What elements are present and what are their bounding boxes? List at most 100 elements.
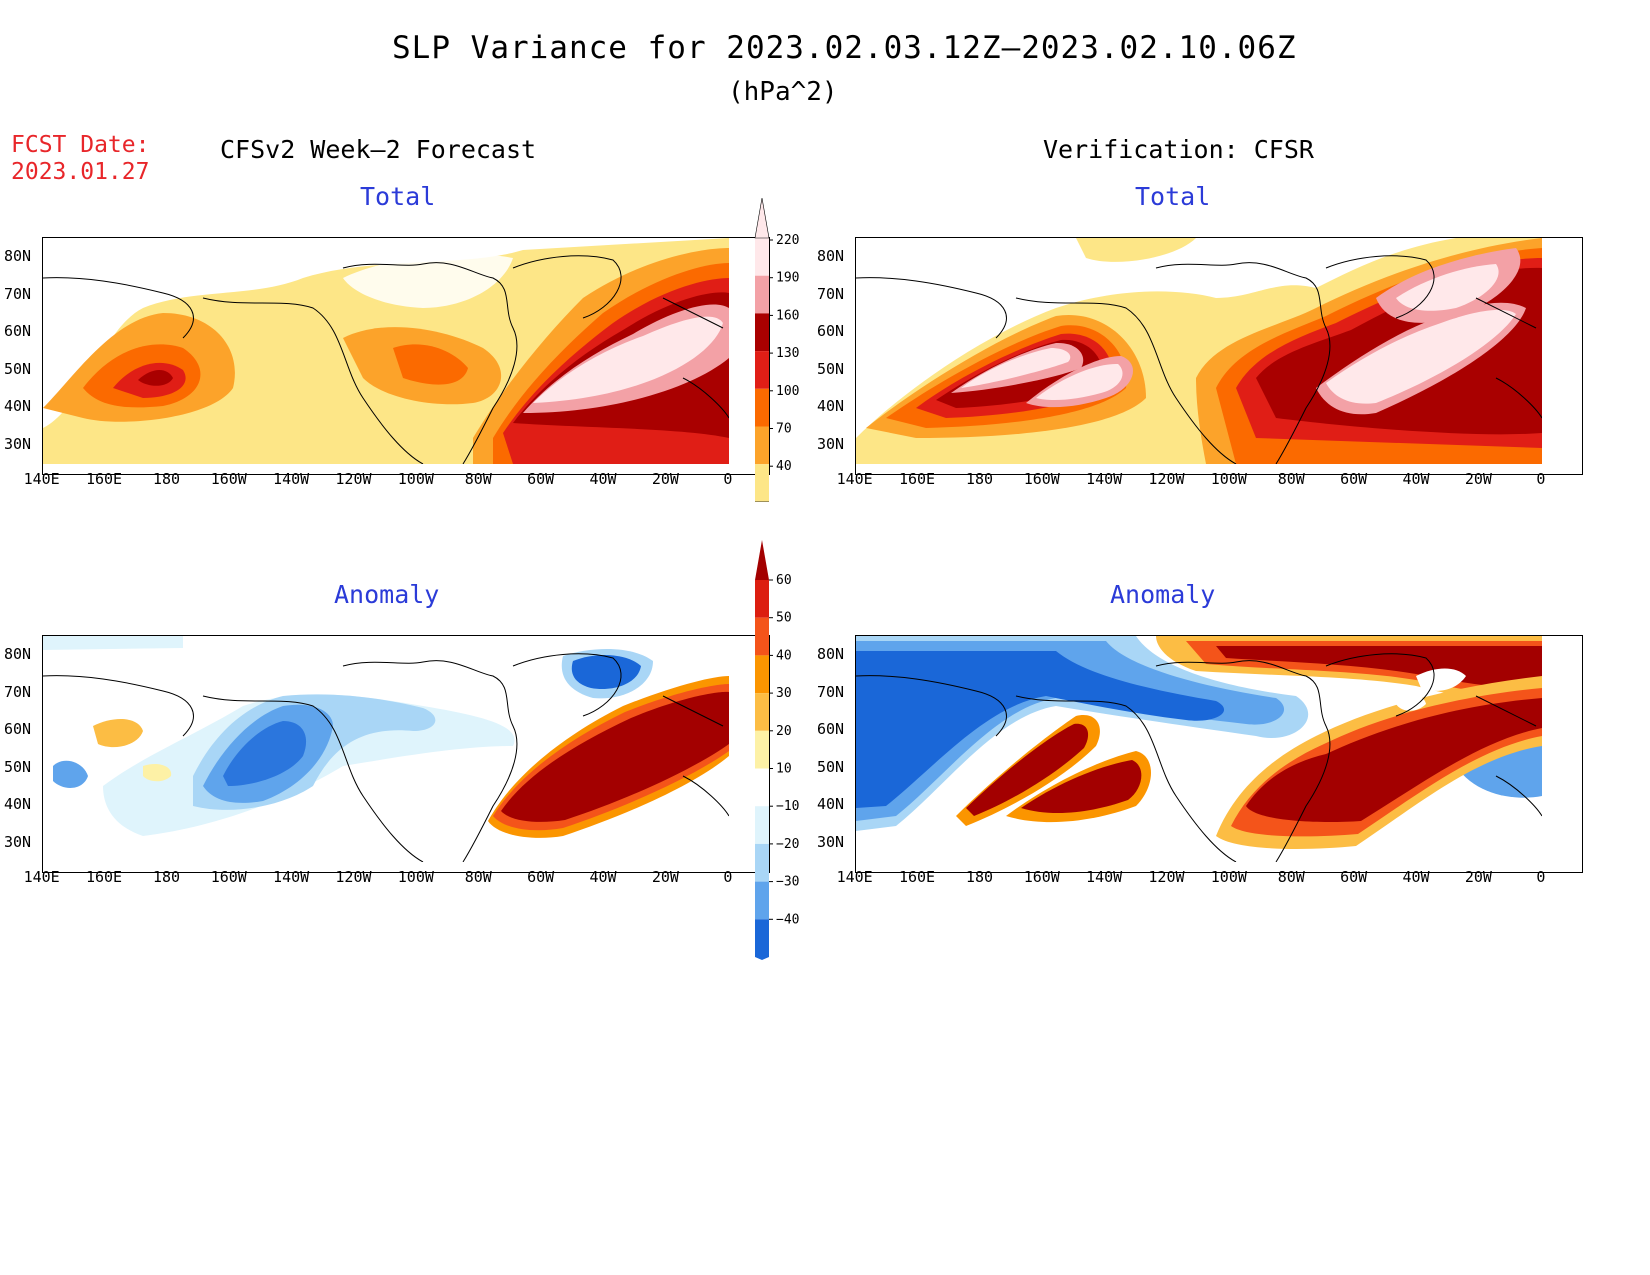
total-colorbar-band (755, 426, 769, 465)
forecast-anomaly-lon-label: 100W (397, 868, 434, 886)
anomaly-colorbar-label: −10 (776, 799, 799, 814)
verification-anomaly-lon-label: 40W (1402, 868, 1430, 886)
total-colorbar-label: 160 (776, 308, 799, 323)
forecast-total-map (42, 237, 770, 475)
total-colorbar-band (755, 351, 769, 389)
verification-anomaly-lat-label: 50N (817, 757, 845, 776)
verification-anomaly-lat-label: 70N (817, 682, 845, 701)
total-colorbar-label: 190 (776, 271, 799, 286)
forecast-total-lon-label: 80W (464, 470, 492, 488)
forecast-anomaly-lon-label: 180 (152, 868, 181, 886)
forecast-anomaly-lon-label: 0 (723, 868, 733, 886)
forecast-anomaly-lat-label: 80N (4, 645, 32, 663)
verification-total-lat-label: 70N (817, 284, 845, 303)
verification-total-lon-label: 120W (1148, 470, 1185, 488)
total-colorbar-band (755, 388, 769, 427)
anomaly-colorbar-band (755, 806, 769, 844)
verification-anomaly-map (855, 635, 1583, 873)
verification-anomaly-lon-label: 80W (1277, 868, 1305, 886)
total-colorbar-label: 70 (776, 422, 792, 437)
anomaly-colorbar-top-tip (755, 540, 769, 580)
forecast-total-lat-label: 40N (4, 397, 32, 415)
total-colorbar-label: 100 (776, 384, 799, 399)
forecast-anomaly-lon-label: 60W (527, 868, 555, 886)
forecast-anomaly-title: Anomaly (334, 580, 440, 609)
anomaly-colorbar-band (755, 881, 769, 920)
anomaly-colorbar-label: 60 (776, 573, 792, 588)
forecast-total-lat-label: 80N (4, 247, 32, 265)
anomaly-colorbar-band (755, 580, 769, 618)
forecast-anomaly-lat-label: 70N (4, 682, 32, 701)
total-colorbar-band (755, 464, 769, 502)
anomaly-colorbar-label: 10 (776, 762, 792, 777)
fcst-date-value: 2023.01.27 (11, 159, 150, 185)
total-colorbar-label: 130 (776, 346, 799, 361)
forecast-anomaly-lon-label: 160E (85, 868, 123, 886)
verification-anomaly-lon-label: 20W (1464, 868, 1492, 886)
verification-anomaly-title: Anomaly (1110, 580, 1216, 609)
forecast-total-lon-label: 40W (589, 470, 617, 488)
forecast-total-lat-label: 50N (4, 359, 32, 378)
verification-total-map (855, 237, 1583, 475)
forecast-total-lat-label: 30N (4, 434, 32, 453)
anomaly-colorbar-band (755, 843, 769, 882)
verification-total-lon-label: 80W (1277, 470, 1305, 488)
total-colorbar-band (755, 238, 769, 276)
forecast-anomaly-lon-label: 20W (651, 868, 679, 886)
verification-anomaly-lon-label: 60W (1340, 868, 1368, 886)
forecast-total-lon-label: 140W (273, 470, 310, 488)
forecast-total-lon-label: 120W (335, 470, 372, 488)
verification-total-title: Total (1135, 182, 1211, 211)
total-colorbar-band (755, 313, 769, 352)
verification-total-lon-label: 20W (1464, 470, 1492, 488)
forecast-total-lon-label: 60W (527, 470, 555, 488)
verification-total-lon-label: 60W (1340, 470, 1368, 488)
forecast-total-lon-label: 140E (23, 470, 60, 488)
verification-total-lon-label: 0 (1536, 470, 1546, 488)
forecast-anomaly-lon-label: 160W (210, 868, 247, 886)
verification-anomaly-lon-label: 100W (1210, 868, 1247, 886)
verification-anomaly-lon-label: 120W (1148, 868, 1185, 886)
anomaly-colorbar-band (755, 730, 769, 769)
anomaly-colorbar-band (755, 617, 769, 656)
total-colorbar-label: 220 (776, 233, 799, 248)
fcst-date-heading: FCST Date: (11, 132, 150, 158)
verification-total-lon-label: 180 (965, 470, 994, 488)
verification-total-lat-label: 50N (817, 359, 845, 378)
anomaly-colorbar: 60 50 40 30 20 10 −10 −20 −30 −40 (752, 540, 812, 960)
forecast-anomaly-lat-label: 30N (4, 832, 32, 851)
verification-anomaly-lon-label: 160E (898, 868, 936, 886)
verification-total-lon-label: 140E (836, 470, 873, 488)
figure-title: SLP Variance for 2023.02.03.12Z—2023.02.… (392, 30, 1297, 66)
anomaly-colorbar-band (755, 919, 769, 957)
anomaly-colorbar-label: 40 (776, 648, 792, 663)
total-colorbar-top-tip (754, 197, 770, 239)
forecast-total-lat-label: 60N (4, 322, 32, 340)
total-colorbar-label: 40 (776, 459, 792, 474)
anomaly-colorbar-label: 30 (776, 686, 792, 701)
fcst-date-label: FCST Date: 2023.01.27 (11, 132, 149, 186)
forecast-total-lon-label: 0 (723, 470, 733, 488)
total-colorbar: 220 190 160 130 100 70 40 (752, 197, 812, 503)
forecast-anomaly-lon-label: 40W (589, 868, 617, 886)
verification-total-lat-label: 80N (817, 247, 845, 265)
anomaly-colorbar-label: −30 (776, 875, 799, 890)
verification-total-lat-label: 30N (817, 434, 845, 453)
verification-total-lon-label: 160W (1023, 470, 1060, 488)
forecast-total-lon-label: 180 (152, 470, 181, 488)
total-colorbar-band (755, 275, 769, 314)
forecast-total-lat-label: 70N (4, 284, 32, 303)
anomaly-colorbar-label: −20 (776, 837, 799, 852)
verification-anomaly-lon-label: 180 (965, 868, 994, 886)
forecast-anomaly-lat-label: 50N (4, 757, 32, 776)
forecast-anomaly-map (42, 635, 770, 873)
verification-total-lon-label: 40W (1402, 470, 1430, 488)
anomaly-colorbar-bottom-tip (755, 957, 769, 960)
forecast-anomaly-lon-label: 80W (464, 868, 492, 886)
verification-anomaly-lon-label: 160W (1023, 868, 1060, 886)
verification-total-lon-label: 140W (1086, 470, 1123, 488)
verification-total-lon-label: 100W (1210, 470, 1247, 488)
verification-total-lat-label: 60N (817, 322, 845, 340)
forecast-anomaly-lat-label: 60N (4, 720, 32, 738)
anomaly-colorbar-band (755, 693, 769, 731)
